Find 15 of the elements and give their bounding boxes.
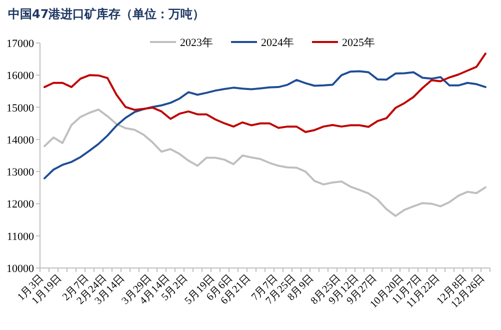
legend-label: 2023年 [180, 37, 213, 49]
y-tick-label: 16000 [6, 70, 34, 82]
y-tick-label: 11000 [6, 230, 34, 243]
line-series [44, 108, 486, 217]
y-tick-label: 15000 [6, 102, 34, 114]
y-tick-label: 13000 [6, 166, 34, 179]
y-tick-label: 17000 [6, 38, 34, 50]
line-series [44, 70, 486, 180]
y-tick-label: 14000 [6, 134, 34, 146]
legend-label: 2024年 [261, 37, 294, 49]
chart-title: 中国47港进口矿库存（单位：万吨） [8, 7, 205, 21]
y-tick-label: 12000 [6, 198, 34, 211]
line-series [44, 52, 486, 134]
y-tick-label: 10000 [6, 263, 34, 275]
legend-label: 2025年 [342, 37, 375, 49]
